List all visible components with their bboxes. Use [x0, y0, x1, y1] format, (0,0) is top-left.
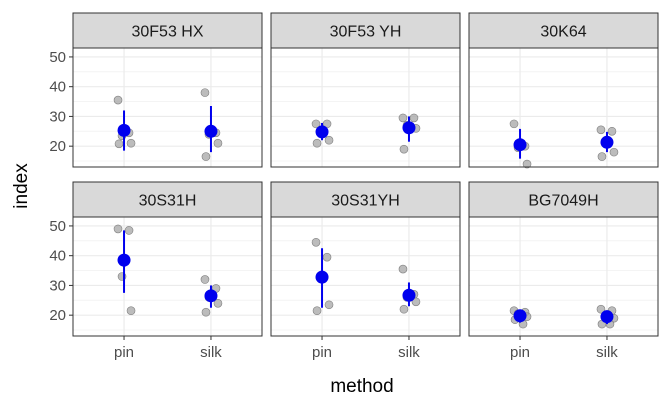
facet-panels: 30F53 HX 20 30 40 50 30F53 YH 30K64 30S31H 20 30 4… — [49, 12, 659, 361]
y-tick-label: 20 — [49, 307, 66, 324]
summary-mean-point — [204, 124, 218, 138]
panel-background — [271, 217, 460, 336]
facet-strip — [270, 181, 461, 218]
panel-border — [72, 47, 263, 168]
summary-mean-point — [513, 138, 527, 152]
data-point — [312, 306, 322, 316]
facet-panel: 30F53 YH — [270, 12, 461, 168]
summary-mean-point — [117, 123, 131, 137]
data-point — [200, 88, 210, 97]
facet-panel: 30S31H 20 30 40 50 pin silk — [49, 181, 263, 361]
data-point — [509, 119, 519, 129]
data-point — [398, 264, 408, 274]
x-axis-title: method — [330, 376, 393, 397]
x-tick-label: silk — [596, 344, 618, 361]
data-point — [409, 113, 419, 123]
facet-strip-label: 30F53 YH — [330, 24, 402, 41]
data-point — [126, 306, 136, 316]
data-point — [113, 224, 123, 234]
panel-background — [469, 217, 658, 336]
facet-strip — [468, 12, 659, 49]
data-point — [312, 138, 322, 148]
data-point — [213, 138, 223, 148]
data-point — [609, 147, 619, 157]
y-tick-label: 30 — [49, 277, 66, 294]
data-point — [113, 95, 123, 105]
y-tick-label: 40 — [49, 248, 66, 265]
summary-mean-point — [315, 270, 329, 284]
data-point — [311, 237, 321, 247]
data-point — [201, 152, 211, 161]
summary-mean-point — [315, 125, 329, 139]
facet-strip-label: 30S31H — [139, 193, 197, 210]
y-tick-label: 50 — [49, 49, 66, 66]
facet-panel: 30K64 — [468, 12, 659, 169]
summary-mean-point — [513, 309, 527, 323]
summary-mean-point — [402, 288, 416, 302]
facet-strip-label: BG7049H — [528, 193, 598, 210]
panel-border — [468, 47, 659, 168]
data-point — [201, 307, 211, 317]
data-point — [522, 159, 532, 169]
panel-border — [468, 216, 659, 337]
panel-background — [271, 48, 460, 167]
data-point — [399, 144, 409, 154]
summary-mean-point — [600, 310, 614, 324]
data-point — [399, 304, 409, 314]
panel-background — [73, 48, 262, 167]
data-point — [607, 127, 617, 136]
facet-strip-label: 30F53 HX — [131, 24, 203, 41]
panel-background — [469, 48, 658, 167]
y-tick-label: 20 — [49, 138, 66, 155]
data-point — [411, 297, 421, 307]
panel-border — [270, 47, 461, 168]
x-tick-label: pin — [510, 344, 530, 361]
summary-mean-point — [402, 121, 416, 135]
facet-panel: 30S31YH pin silk — [270, 181, 461, 361]
data-point — [114, 139, 124, 149]
facet-strip — [468, 181, 659, 218]
x-tick-label: silk — [398, 344, 420, 361]
data-point — [596, 304, 606, 314]
data-point — [124, 226, 134, 235]
facet-panel: 30F53 HX 20 30 40 50 — [49, 12, 263, 168]
facet-strip-label: 30K64 — [540, 24, 586, 41]
panel-background — [73, 217, 262, 336]
x-tick-label: pin — [114, 344, 134, 361]
data-point — [126, 138, 136, 148]
panel-border — [72, 216, 263, 337]
data-point — [322, 252, 332, 262]
y-tick-label: 30 — [49, 108, 66, 125]
data-point — [311, 119, 321, 129]
x-tick-label: silk — [200, 344, 222, 361]
summary-mean-point — [600, 135, 614, 149]
facet-strip — [72, 181, 263, 218]
data-point — [596, 125, 606, 135]
data-point — [398, 113, 408, 123]
data-point — [324, 135, 334, 145]
facet-strip-label: 30S31YH — [331, 193, 400, 210]
summary-mean-point — [117, 253, 131, 267]
summary-mean-point — [204, 289, 218, 303]
data-point — [213, 298, 223, 308]
y-axis-title: index — [11, 163, 32, 209]
facet-panel: BG7049H pin silk — [468, 181, 659, 361]
y-tick-label: 40 — [49, 79, 66, 96]
data-point — [324, 300, 334, 310]
data-point — [200, 275, 210, 284]
data-point — [597, 152, 607, 161]
x-tick-label: pin — [312, 344, 332, 361]
y-tick-label: 50 — [49, 218, 66, 235]
panel-border — [270, 216, 461, 337]
facet-strip — [72, 12, 263, 49]
